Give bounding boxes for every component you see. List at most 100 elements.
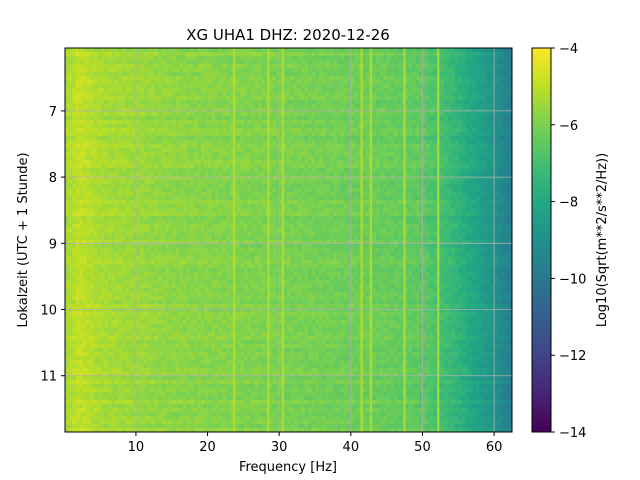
heatmap-cell [461, 180, 467, 185]
heatmap-cell [297, 88, 302, 93]
heatmap-cell [186, 104, 191, 109]
heatmap-cell [297, 116, 302, 121]
heatmap-cell [501, 112, 506, 117]
heatmap-cell [447, 204, 452, 209]
heatmap-cell [258, 60, 263, 65]
heatmap-cell [333, 72, 338, 77]
heatmap-cell [390, 92, 395, 97]
heatmap-cell [315, 56, 320, 61]
heatmap-cell [379, 96, 384, 101]
heatmap-cell [125, 184, 130, 189]
heatmap-cell [150, 156, 155, 161]
heatmap-cell [68, 60, 73, 65]
heatmap-cell [383, 112, 388, 117]
heatmap-cell [247, 116, 252, 121]
heatmap-cell [65, 80, 70, 85]
heatmap-cell [211, 80, 216, 85]
heatmap-cell [186, 176, 191, 181]
heatmap-cell [422, 60, 427, 65]
heatmap-cell [411, 72, 417, 77]
heatmap-cell [150, 204, 155, 209]
heatmap-cell [454, 168, 459, 173]
heatmap-cell [147, 156, 152, 161]
heatmap-cell [469, 64, 474, 69]
heatmap-cell [222, 184, 227, 189]
heatmap-cell [429, 68, 434, 73]
heatmap-cell [390, 64, 395, 69]
heatmap-cell [397, 80, 402, 85]
heatmap-cell [333, 160, 338, 165]
heatmap-cell [100, 124, 105, 129]
heatmap-cell [258, 168, 263, 173]
heatmap-cell [243, 48, 248, 53]
heatmap-cell [250, 168, 256, 173]
heatmap-cell [326, 164, 331, 169]
heatmap-cell [329, 84, 334, 89]
heatmap-cell [365, 136, 370, 141]
heatmap-cell [426, 160, 431, 165]
heatmap-cell [90, 132, 95, 137]
heatmap-cell [161, 160, 166, 165]
heatmap-cell [268, 180, 274, 185]
heatmap-cell [465, 148, 470, 153]
heatmap-cell [465, 88, 470, 93]
heatmap-cell [140, 192, 145, 197]
heatmap-cell [472, 156, 477, 161]
heatmap-cell [172, 192, 177, 197]
heatmap-cell [65, 184, 70, 189]
heatmap-cell [254, 148, 259, 153]
heatmap-cell [311, 108, 316, 113]
heatmap-cell [336, 140, 341, 145]
heatmap-cell [132, 80, 138, 85]
heatmap-cell [304, 68, 309, 73]
heatmap-cell [390, 200, 395, 205]
heatmap-cell [136, 152, 141, 157]
heatmap-cell [397, 124, 402, 129]
heatmap-cell [172, 48, 177, 53]
heatmap-cell [240, 148, 245, 153]
heatmap-cell [143, 132, 148, 137]
heatmap-cell [72, 92, 77, 97]
heatmap-cell [469, 192, 474, 197]
heatmap-cell [254, 192, 259, 197]
heatmap-cell [275, 184, 281, 189]
heatmap-cell [247, 144, 252, 149]
heatmap-cell [486, 156, 492, 161]
heatmap-cell [143, 192, 148, 197]
heatmap-cell [268, 92, 274, 97]
heatmap-cell [250, 176, 256, 181]
heatmap-cell [479, 156, 484, 161]
heatmap-cell [501, 200, 506, 205]
heatmap-cell [504, 104, 510, 109]
heatmap-cell [326, 76, 331, 81]
heatmap-cell [168, 76, 173, 81]
heatmap-cell [479, 80, 484, 85]
heatmap-cell [222, 120, 227, 125]
heatmap-cell [236, 144, 241, 149]
heatmap-cell [483, 60, 488, 65]
heatmap-cell [90, 84, 95, 89]
heatmap-cell [290, 52, 295, 57]
heatmap-cell [326, 112, 331, 117]
heatmap-cell [333, 180, 338, 185]
heatmap-cell [451, 84, 456, 89]
heatmap-cell [318, 200, 324, 205]
heatmap-cell [336, 92, 341, 97]
heatmap-cell [504, 140, 510, 145]
heatmap-cell [426, 72, 431, 77]
heatmap-cell [93, 168, 98, 173]
heatmap-cell [157, 116, 163, 121]
heatmap-cell [272, 80, 277, 85]
heatmap-cell [451, 160, 456, 165]
heatmap-cell [275, 116, 281, 121]
heatmap-cell [501, 84, 506, 89]
heatmap-cell [79, 112, 84, 117]
heatmap-cell [179, 148, 184, 153]
heatmap-cell [454, 144, 459, 149]
heatmap-cell [75, 180, 80, 185]
heatmap-cell [461, 128, 467, 133]
heatmap-cell [358, 88, 363, 93]
heatmap-cell [190, 64, 195, 69]
heatmap-cell [68, 152, 73, 157]
heatmap-cell [211, 172, 216, 177]
